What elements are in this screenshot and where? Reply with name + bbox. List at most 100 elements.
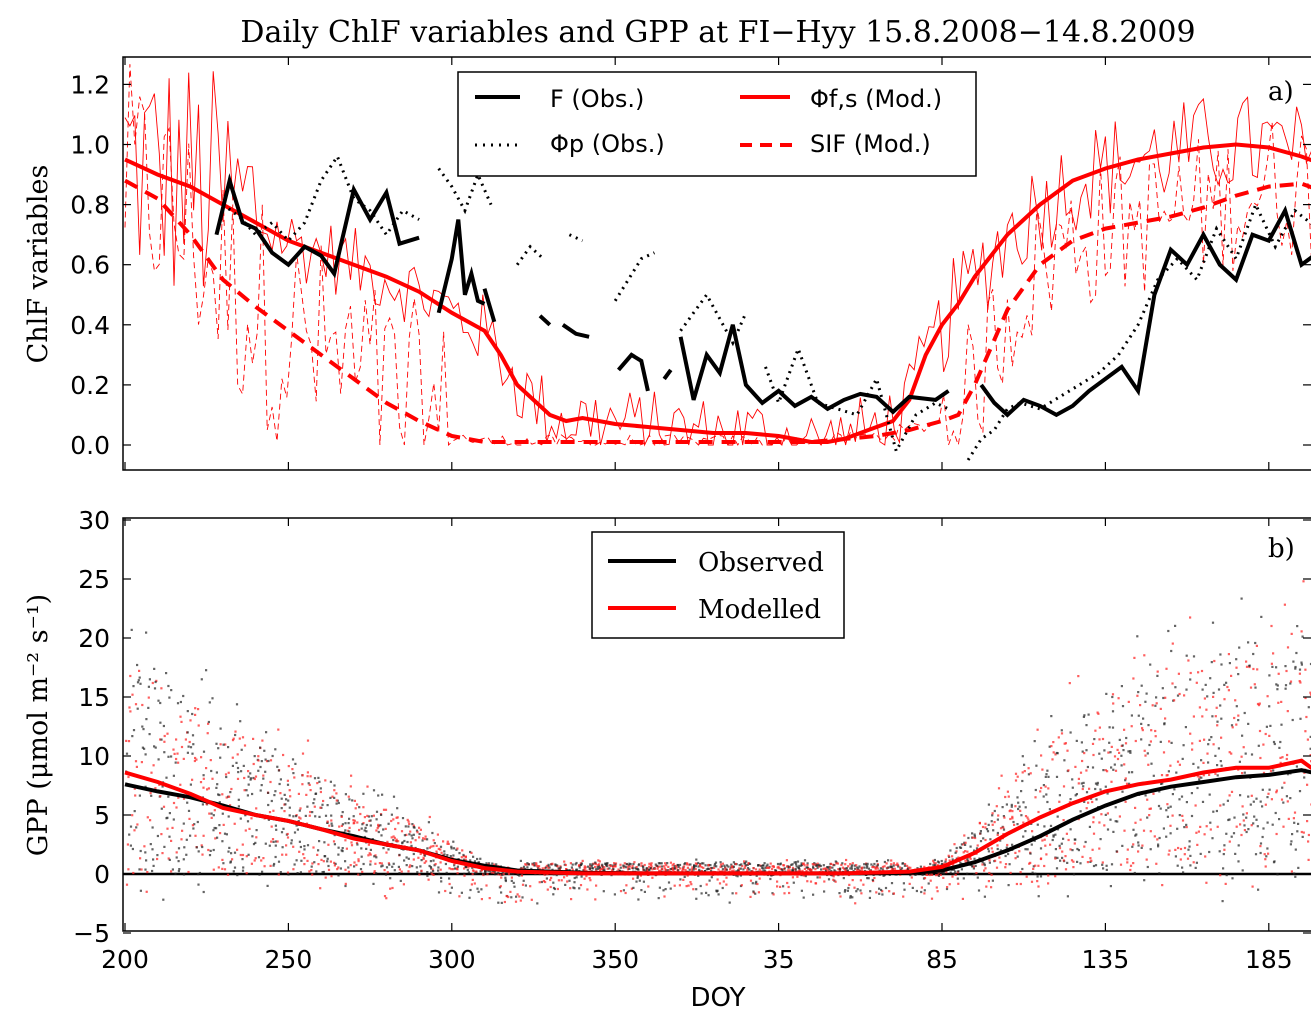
sif-modelled-line	[124, 178, 1311, 444]
observed-point	[937, 874, 940, 877]
modelled-point	[243, 789, 246, 792]
modelled-point	[400, 870, 403, 873]
observed-point	[183, 846, 186, 849]
modelled-point	[287, 765, 290, 768]
observed-point	[1261, 835, 1264, 839]
observed-point	[1045, 773, 1048, 776]
observed-point	[881, 893, 884, 896]
observed-point	[286, 783, 290, 786]
modelled-point	[226, 873, 230, 876]
observed-point	[769, 877, 772, 881]
modelled-point	[437, 847, 440, 850]
observed-point	[1149, 848, 1152, 851]
observed-point	[873, 862, 876, 866]
observed-point	[1120, 764, 1123, 767]
observed-point	[232, 870, 235, 873]
observed-point	[1083, 800, 1086, 803]
modelled-point	[1300, 830, 1303, 834]
modelled-point	[1091, 800, 1094, 804]
modelled-point	[1286, 800, 1289, 803]
observed-point	[636, 876, 639, 879]
observed-point	[291, 758, 295, 761]
observed-point	[806, 862, 809, 865]
modelled-point	[313, 805, 316, 808]
observed-point	[999, 839, 1002, 842]
observed-point	[959, 861, 962, 864]
observed-point	[678, 863, 682, 867]
modelled-point	[1009, 809, 1012, 812]
panel-a-plot-area	[124, 142, 1311, 461]
modelled-point	[990, 886, 993, 889]
modelled-point	[1298, 680, 1301, 683]
modelled-point	[355, 863, 358, 867]
observed-point	[264, 842, 267, 845]
observed-point	[236, 766, 240, 770]
modelled-point	[336, 868, 339, 871]
observed-point	[1211, 621, 1215, 624]
observed-point	[159, 701, 162, 705]
modelled-point	[1032, 867, 1035, 870]
observed-point	[326, 860, 329, 863]
observed-point	[847, 886, 850, 890]
observed-point	[415, 829, 419, 832]
modelled-point	[599, 868, 602, 872]
modelled-point	[1126, 858, 1129, 861]
observed-point	[816, 866, 819, 869]
observed-point	[580, 862, 583, 865]
observed-point	[849, 867, 852, 870]
modelled-point	[309, 775, 312, 778]
modelled-point	[1270, 662, 1273, 665]
observed-point	[196, 820, 199, 824]
observed-point	[391, 865, 394, 868]
modelled-point	[350, 844, 354, 847]
modelled-point	[1144, 754, 1147, 757]
modelled-point	[578, 864, 581, 867]
observed-point	[1096, 781, 1099, 784]
observed-point	[1155, 696, 1158, 699]
observed-point	[1216, 774, 1219, 777]
modelled-point	[161, 852, 164, 855]
observed-point	[430, 871, 433, 874]
modelled-point	[584, 866, 587, 869]
observed-point	[1284, 665, 1287, 668]
observed-point	[779, 862, 782, 865]
observed-point	[952, 868, 955, 871]
modelled-point	[408, 865, 411, 869]
modelled-point	[366, 785, 369, 788]
observed-point	[919, 865, 922, 868]
observed-point	[597, 864, 600, 868]
modelled-point	[687, 863, 690, 866]
modelled-point	[632, 877, 635, 880]
modelled-point	[333, 861, 336, 864]
modelled-point	[330, 875, 333, 878]
observed-point	[360, 827, 363, 830]
modelled-point	[222, 823, 225, 826]
observed-point	[830, 869, 833, 873]
modelled-point	[1198, 776, 1201, 779]
observed-point	[285, 798, 288, 801]
observed-point	[267, 759, 270, 763]
modelled-point	[731, 865, 734, 868]
observed-point	[1260, 615, 1263, 618]
observed-point	[258, 873, 261, 876]
observed-point	[1261, 788, 1264, 791]
observed-point	[792, 881, 795, 884]
modelled-point	[978, 822, 981, 825]
observed-point	[403, 834, 406, 837]
observed-point	[389, 877, 392, 880]
modelled-point	[1081, 759, 1084, 763]
modelled-point	[962, 843, 965, 846]
modelled-point	[681, 867, 685, 871]
modelled-point	[1169, 824, 1172, 827]
observed-point	[240, 748, 243, 751]
legend-sif-label: SIF (Mod.)	[810, 130, 931, 158]
observed-point	[452, 847, 456, 850]
observed-point	[1137, 841, 1140, 844]
observed-point	[949, 849, 952, 852]
observed-point	[227, 815, 230, 818]
modelled-point	[754, 868, 758, 871]
modelled-point	[595, 884, 598, 887]
modelled-point	[1289, 680, 1293, 683]
observed-point	[1017, 801, 1020, 804]
modelled-point	[725, 876, 728, 879]
